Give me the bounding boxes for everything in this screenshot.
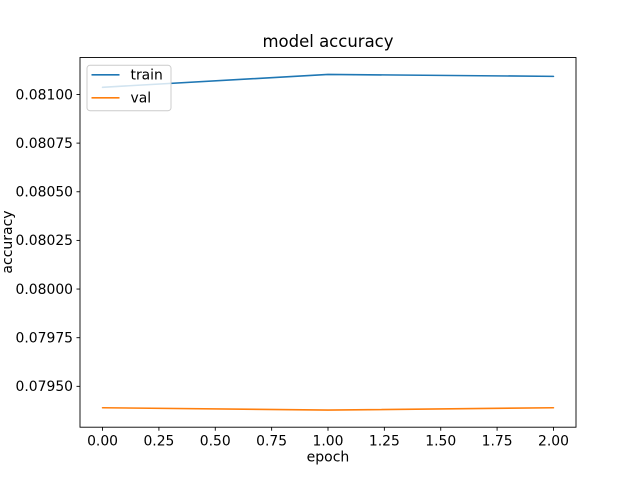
x-tick-label: 0.25 <box>143 434 174 450</box>
legend-label-train: train <box>131 68 163 84</box>
x-axis-label: epoch <box>307 450 350 466</box>
x-tick-label: 1.25 <box>369 434 400 450</box>
y-tick-label: 0.08075 <box>16 136 73 152</box>
x-tick-label: 2.00 <box>538 434 569 450</box>
x-tick-label: 1.00 <box>313 434 344 450</box>
x-tick-label: 0.75 <box>256 434 287 450</box>
x-tick-label: 1.75 <box>482 434 513 450</box>
legend-box <box>86 64 172 112</box>
y-tick-label: 0.08050 <box>16 185 73 201</box>
y-tick-label: 0.07950 <box>16 379 73 395</box>
chart-title: model accuracy <box>262 32 393 51</box>
y-tick-label: 0.07975 <box>16 330 73 346</box>
x-tick-label: 0.50 <box>200 434 231 450</box>
axes-frame <box>79 57 577 428</box>
y-tick-label: 0.08100 <box>16 87 73 103</box>
y-axis-label: accuracy <box>0 210 16 273</box>
train-series-line <box>101 73 555 89</box>
y-tick-label: 0.08025 <box>16 233 73 249</box>
x-tick-label: 1.50 <box>425 434 456 450</box>
val-series-line <box>101 406 555 411</box>
legend-label-val: val <box>131 91 152 107</box>
y-tick-label: 0.08000 <box>16 282 73 298</box>
x-tick-label: 0.00 <box>87 434 118 450</box>
